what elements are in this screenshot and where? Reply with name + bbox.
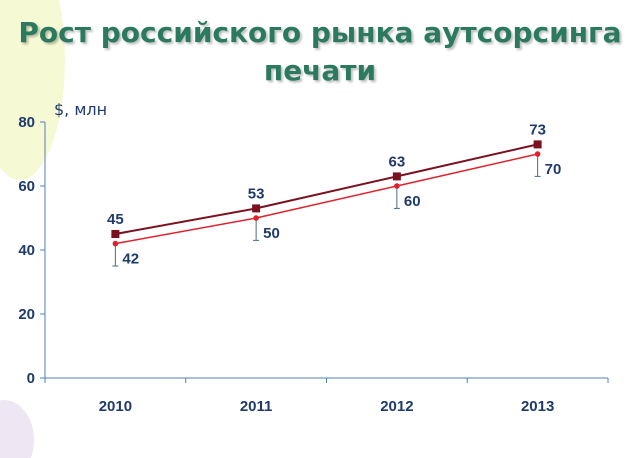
y-tick-label: 80 xyxy=(18,114,35,131)
y-tick-label: 0 xyxy=(27,370,35,387)
y-tick-label: 20 xyxy=(18,306,35,323)
x-tick-label: 2010 xyxy=(99,398,132,415)
chart-title: Рост российского рынка аутсорсинга печат… xyxy=(0,14,640,90)
chart-title-line1: Рост российского рынка аутсорсинга xyxy=(18,16,622,49)
series-upper-marker xyxy=(111,230,120,238)
y-tick-label: 60 xyxy=(18,178,35,195)
series-lower-marker xyxy=(112,240,119,247)
data-label-lower: 60 xyxy=(404,193,421,210)
series-lower-marker xyxy=(394,183,400,189)
data-label-upper: 45 xyxy=(107,211,124,228)
x-tick-label: 2011 xyxy=(240,398,273,415)
x-tick-label: 2013 xyxy=(521,398,554,415)
series-upper-marker xyxy=(533,140,542,149)
x-tick-label: 2012 xyxy=(380,398,413,415)
data-label-lower: 42 xyxy=(122,251,139,268)
data-label-lower: 50 xyxy=(263,225,280,242)
y-tick-label: 40 xyxy=(18,242,35,259)
series-lower-line xyxy=(115,153,538,245)
series-upper-marker xyxy=(252,204,261,213)
series-lower-marker xyxy=(253,215,259,221)
chart-title-line2: печати xyxy=(263,54,377,87)
data-label-lower: 70 xyxy=(545,161,562,178)
series-lower-marker xyxy=(534,151,541,157)
data-label-upper: 53 xyxy=(248,185,265,202)
series-upper-marker xyxy=(392,172,401,181)
data-label-upper: 73 xyxy=(529,121,546,138)
y-axis-unit-label: $, млн xyxy=(54,100,108,119)
series-upper-line xyxy=(115,143,538,235)
data-label-upper: 63 xyxy=(389,153,406,170)
